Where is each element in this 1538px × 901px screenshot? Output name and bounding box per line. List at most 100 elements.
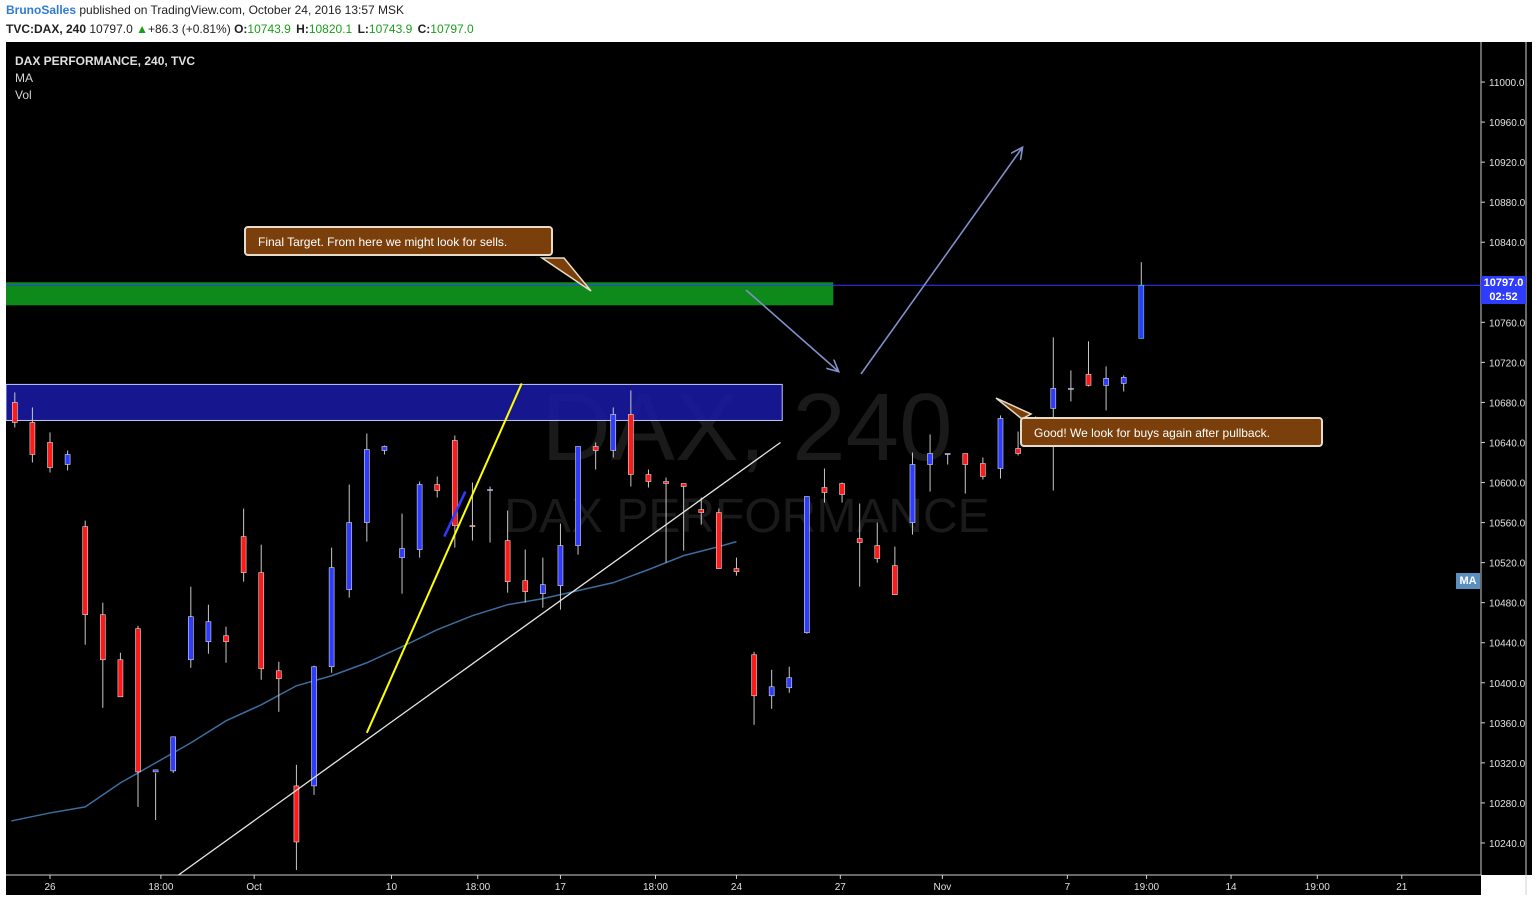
author-link[interactable]: BrunoSalles [6,3,77,17]
legend-vol[interactable]: Vol [15,88,32,102]
yellow-trendline [365,383,523,734]
candle-body [768,686,775,697]
candle [716,508,722,569]
candle-body [1050,388,1057,409]
candle-body [839,483,845,495]
price-axis[interactable] [1481,42,1532,875]
candle-body [575,446,581,546]
callout-pointers [539,257,1033,420]
callout-final-target[interactable]: Final Target. From here we might look fo… [244,226,553,256]
candle [100,602,106,708]
callout-buys-again[interactable]: Good! We look for buys again after pullb… [1020,417,1323,447]
y-tick-label: 10840.0 [1489,238,1526,249]
candle [152,769,159,820]
candle-body [434,484,441,491]
last-price-tag: 10797.0 02:52 [1481,276,1526,304]
candle [240,508,247,582]
candle-body [152,769,159,773]
candle-body [1103,378,1109,386]
candle-body [557,545,564,586]
candle-body [47,442,53,468]
candle [487,486,493,543]
candle [909,452,916,535]
candle [117,652,124,698]
arrows-layer [745,148,1022,375]
x-tick-label: Oct [246,882,262,893]
plot-area[interactable] [6,42,1481,875]
callout-buys-again-text: Good! We look for buys again after pullb… [1034,426,1270,440]
x-tick-label: 14 [1225,882,1237,893]
countdown-value: 02:52 [1489,291,1518,303]
candle [328,547,335,673]
candle-body [980,463,986,477]
publish-header: BrunoSalles published on TradingView.com… [0,0,1538,40]
candle-body [733,568,740,572]
x-axis-ticks: 26 18:00 Oct 10 18:00 17 18:00 24 27 Nov 7 19:00 14 1… [44,875,1408,893]
target-arrow[interactable] [860,148,1022,375]
y-tick-label: 10520.0 [1489,559,1526,570]
white-trendline [178,441,781,876]
candle-body [240,536,247,573]
candle-body [663,481,669,484]
y-tick-label: 10240.0 [1489,839,1526,850]
price-chart[interactable]: DAX, 240 DAX PERFORMANCE 11000.010960.01… [6,42,1532,895]
x-tick-label: 10 [386,882,398,893]
last-price-tag-value: 10797.0 [1483,277,1524,289]
candle-body [1120,377,1127,384]
candle-body [135,628,141,773]
x-tick-label: 21 [1396,882,1408,893]
candle [258,544,265,680]
candle [645,469,652,488]
candle-body [680,483,687,487]
candle [170,736,177,773]
x-tick-label: 27 [835,882,847,893]
candle-body [293,785,300,843]
candle-body [416,484,423,550]
x-tick-label: 18:00 [643,882,668,893]
candle-body [188,616,194,661]
x-tick-label: 24 [731,882,743,893]
candle [504,510,511,593]
y-tick-label: 11000.0 [1489,78,1525,89]
callout-bottom-pointer [995,397,1033,420]
candle-body [1138,284,1145,339]
candle-body [786,677,793,689]
x-tick-label: 17 [555,882,567,893]
legend-ma[interactable]: MA [15,71,33,85]
legend-title[interactable]: DAX PERFORMANCE, 240, TVC [15,54,196,68]
candle-body [487,489,493,491]
candle [997,415,1004,479]
candle [1103,366,1109,411]
candle [804,496,810,634]
candle-body [82,526,89,615]
candle-body [276,670,282,680]
candle-body [628,414,634,475]
time-axis[interactable] [6,875,1481,895]
candle [751,651,757,725]
x-tick-label: 7 [1065,882,1071,893]
ma-price-tag: MA [1456,573,1480,589]
candle [768,669,775,709]
x-tick-label: 19:00 [1134,882,1159,893]
zones-layer [6,282,834,421]
low-label: L: [357,22,369,36]
candle [452,435,458,548]
candle [346,484,353,598]
high-value: 10820.1 [308,22,353,36]
x-tick-label: Nov [933,882,951,893]
pullback-arrow[interactable] [745,289,838,371]
candle-body [610,414,617,451]
candle [698,497,705,525]
candle [276,661,282,712]
candle [575,446,581,555]
quote-line: TVC:DAX, 240 10797.0 ▲+86.3 (+0.81%) O:1… [6,22,476,36]
x-tick-label: 26 [44,882,56,893]
blue-trendline [443,491,467,538]
candle [416,481,423,558]
y-tick-label: 10760.0 [1489,318,1526,329]
candle-body [1015,448,1021,454]
candle [733,557,740,576]
candle-body [645,474,652,482]
candle-body [100,614,106,661]
candle [311,665,317,795]
